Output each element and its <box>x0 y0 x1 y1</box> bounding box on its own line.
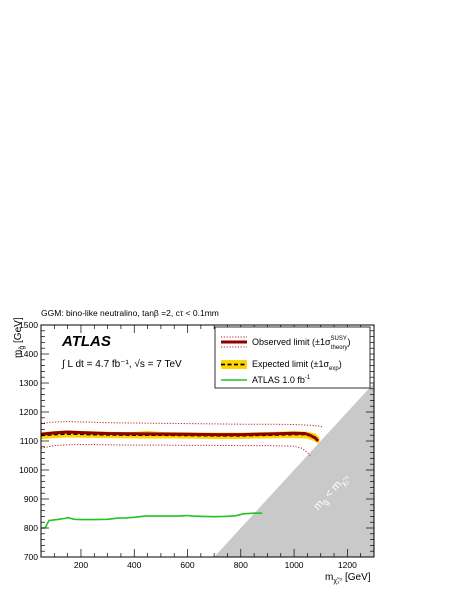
lumi-label: ∫ L dt = 4.7 fb⁻¹, √s = 7 TeV <box>61 358 182 370</box>
y-tick-label: 1000 <box>19 465 38 475</box>
atlas-1fb-line <box>41 512 263 529</box>
x-tick-label: 200 <box>74 560 88 570</box>
x-tick-label: 600 <box>180 560 194 570</box>
legend-observed-label: Observed limit (±1σSUSY theory) <box>252 336 351 351</box>
y-axis-label: mg̃ [GeV] <box>13 317 26 358</box>
x-tick-label: 1200 <box>338 560 357 570</box>
x-tick-label: 800 <box>234 560 248 570</box>
x-tick-label: 400 <box>127 560 141 570</box>
theory-minus-1sigma-line <box>41 443 311 456</box>
excluded-region <box>214 383 374 557</box>
y-tick-label: 800 <box>24 523 38 533</box>
axis-ticks: 200 400 600 800 1000 1200 700 800 900 1000 1100 120… <box>19 320 375 570</box>
y-tick-label: 1500 <box>19 320 38 330</box>
y-tick-label: 900 <box>24 494 38 504</box>
y-tick-label: 1200 <box>19 407 38 417</box>
x-axis-label: mχ̃₁⁰ [GeV] <box>325 572 371 585</box>
legend: Observed limit (±1σSUSY theory) Expected … <box>214 326 371 389</box>
atlas-label: ATLAS <box>61 333 111 350</box>
plot-area <box>41 383 374 557</box>
chart-title: GGM: bino-like neutralino, tanβ =2, cτ <… <box>41 308 219 318</box>
x-tick-label: 1000 <box>285 560 304 570</box>
observed-limit-line <box>41 430 320 443</box>
y-tick-label: 700 <box>24 552 38 562</box>
y-tick-label: 1300 <box>19 378 38 388</box>
y-tick-label: 1400 <box>19 349 38 359</box>
theory-plus-1sigma-line <box>41 421 324 428</box>
legend-atlas-1fb-label: ATLAS 1.0 fb-1 <box>252 375 311 385</box>
y-tick-label: 1100 <box>20 436 39 446</box>
legend-expected-label: Expected limit (±1σexp) <box>252 359 342 372</box>
